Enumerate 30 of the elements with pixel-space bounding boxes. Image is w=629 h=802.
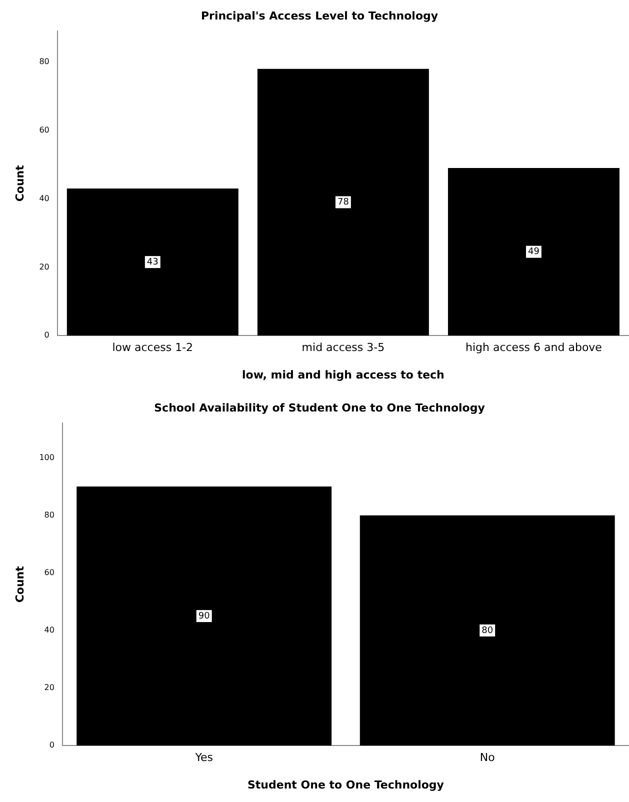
y-tick-label: 40 bbox=[44, 626, 54, 635]
y-tick-label: 0 bbox=[49, 740, 54, 750]
data-label: 78 bbox=[337, 198, 350, 208]
y-tick-label: 0 bbox=[44, 330, 50, 340]
y-tick-label: 60 bbox=[44, 568, 54, 577]
data-label: 90 bbox=[198, 611, 210, 622]
chart-title: School Availability of Student One to One Technology bbox=[154, 401, 485, 414]
chart-title: Principal's Access Level to Technology bbox=[200, 9, 438, 22]
y-tick-label: 80 bbox=[39, 57, 50, 66]
y-tick-label: 100 bbox=[39, 452, 54, 462]
y-tick-label: 40 bbox=[39, 194, 50, 203]
x-tick-label: low access 1-2 bbox=[112, 341, 194, 354]
x-tick-label: Yes bbox=[194, 751, 214, 764]
bar bbox=[448, 168, 620, 336]
x-axis-title: Student One to One Technology bbox=[247, 778, 444, 792]
y-tick-label: 60 bbox=[39, 125, 50, 134]
y-axis-title: Count bbox=[13, 566, 26, 603]
y-tick-label: 20 bbox=[39, 262, 50, 272]
x-tick-label: high access 6 and above bbox=[465, 341, 602, 354]
bar bbox=[66, 188, 238, 336]
y-tick-label: 80 bbox=[44, 510, 54, 520]
data-label: 49 bbox=[528, 247, 540, 258]
data-label: 80 bbox=[482, 626, 494, 636]
bar bbox=[257, 68, 429, 336]
x-axis-title: low, mid and high access to tech bbox=[242, 368, 444, 382]
data-label: 43 bbox=[146, 257, 158, 268]
y-tick-label: 20 bbox=[44, 683, 54, 692]
x-tick-label: No bbox=[480, 751, 496, 764]
x-tick-label: mid access 3-5 bbox=[302, 341, 385, 354]
y-axis-title: Count bbox=[13, 165, 26, 202]
